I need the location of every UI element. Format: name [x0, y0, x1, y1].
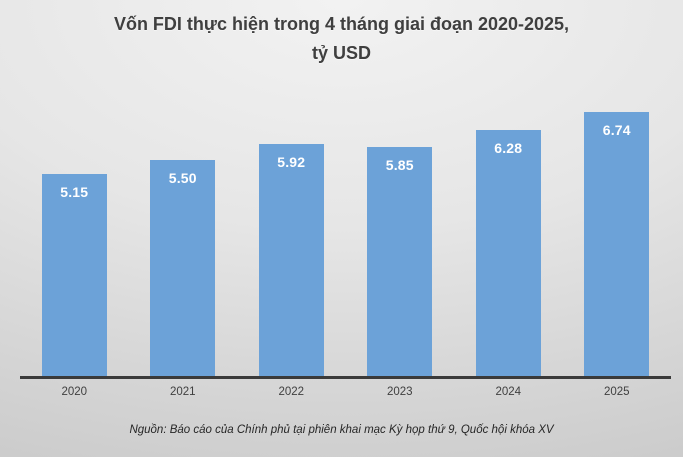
chart-title: Vốn FDI thực hiện trong 4 tháng giai đoạ… [0, 10, 683, 68]
x-axis-labels: 2020 2021 2022 2023 2024 2025 [20, 386, 671, 398]
bar-slot-2023: 5.85 [346, 147, 455, 376]
bar-slot-2021: 5.50 [129, 160, 238, 376]
x-tick-label-2025: 2025 [603, 386, 630, 398]
bar-2024: 6.28 [475, 130, 541, 376]
x-tick-label-2020: 2020 [61, 386, 88, 398]
chart-title-line-1: Vốn FDI thực hiện trong 4 tháng giai đoạ… [113, 14, 570, 34]
bar-slot-2024: 6.28 [454, 130, 563, 376]
bar-2025: 6.74 [584, 112, 650, 376]
x-axis-line [20, 376, 671, 379]
bar-2021: 5.50 [150, 160, 216, 376]
bar-value-label-2020: 5.15 [60, 184, 89, 200]
source-note: Nguồn: Báo cáo của Chính phủ tại phiên k… [129, 424, 554, 436]
plot-area: 5.15 5.50 5.92 5.85 6.28 6.74 [20, 0, 671, 376]
bar-slot-2020: 5.15 [20, 174, 129, 376]
x-tick-label-2023: 2023 [386, 386, 413, 398]
bar-2022: 5.92 [258, 144, 324, 376]
bar-value-label-2023: 5.85 [385, 157, 414, 173]
bar-value-label-2025: 6.74 [602, 122, 631, 138]
bar-value-label-2021: 5.50 [168, 170, 197, 186]
x-tick-label-2022: 2022 [278, 386, 305, 398]
x-tick-label-2024: 2024 [495, 386, 522, 398]
bar-value-label-2024: 6.28 [494, 140, 523, 156]
chart-title-line-2: tỷ USD [311, 42, 371, 63]
x-tick-label-2021: 2021 [169, 386, 196, 398]
bar-value-label-2022: 5.92 [277, 154, 306, 170]
bar-2020: 5.15 [41, 174, 107, 376]
bar-2023: 5.85 [367, 147, 433, 376]
bar-slot-2025: 6.74 [563, 112, 672, 376]
bar-slot-2022: 5.92 [237, 144, 346, 376]
